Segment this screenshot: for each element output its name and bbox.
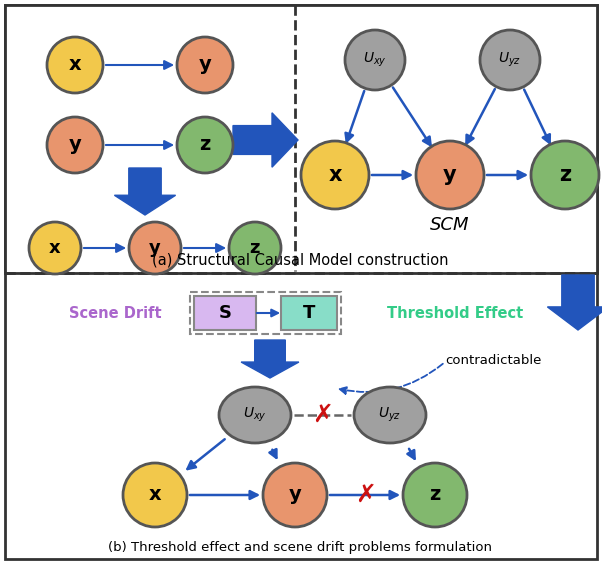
Text: z: z <box>559 165 571 185</box>
Polygon shape <box>114 168 176 215</box>
Text: $U_{xy}$: $U_{xy}$ <box>243 406 267 424</box>
FancyArrowPatch shape <box>184 244 224 252</box>
FancyArrowPatch shape <box>106 141 172 149</box>
Text: T: T <box>303 304 315 322</box>
Ellipse shape <box>345 30 405 90</box>
Ellipse shape <box>47 117 103 173</box>
Text: $U_{yz}$: $U_{yz}$ <box>379 406 402 424</box>
FancyArrowPatch shape <box>187 439 225 469</box>
Text: $U_{xy}$: $U_{xy}$ <box>363 51 387 69</box>
Ellipse shape <box>301 141 369 209</box>
Text: x: x <box>49 239 61 257</box>
FancyArrowPatch shape <box>330 491 397 499</box>
Text: z: z <box>199 135 211 155</box>
Ellipse shape <box>416 141 484 209</box>
Ellipse shape <box>531 141 599 209</box>
FancyArrowPatch shape <box>372 171 411 179</box>
Text: y: y <box>149 239 161 257</box>
FancyBboxPatch shape <box>5 5 597 273</box>
FancyArrowPatch shape <box>270 449 276 458</box>
Ellipse shape <box>29 222 81 274</box>
Ellipse shape <box>229 222 281 274</box>
Ellipse shape <box>177 37 233 93</box>
FancyBboxPatch shape <box>5 5 597 559</box>
FancyArrowPatch shape <box>408 449 415 459</box>
Text: y: y <box>199 55 211 74</box>
Ellipse shape <box>263 463 327 527</box>
FancyArrowPatch shape <box>84 244 124 252</box>
Text: (a) Structural Causal Model construction: (a) Structural Causal Model construction <box>152 253 448 267</box>
Ellipse shape <box>403 463 467 527</box>
Text: y: y <box>443 165 457 185</box>
FancyArrowPatch shape <box>106 61 172 69</box>
Text: x: x <box>328 165 342 185</box>
Text: $U_{yz}$: $U_{yz}$ <box>498 51 521 69</box>
Text: (b) Threshold effect and scene drift problems formulation: (b) Threshold effect and scene drift pro… <box>108 541 492 554</box>
Text: S: S <box>219 304 232 322</box>
FancyArrowPatch shape <box>467 89 495 143</box>
Polygon shape <box>241 340 299 378</box>
Text: Scene Drift: Scene Drift <box>69 306 161 320</box>
Text: y: y <box>69 135 81 155</box>
FancyArrowPatch shape <box>393 87 430 145</box>
FancyBboxPatch shape <box>281 296 337 330</box>
Ellipse shape <box>480 30 540 90</box>
Text: contradictable: contradictable <box>445 354 541 367</box>
Polygon shape <box>233 113 298 167</box>
Ellipse shape <box>129 222 181 274</box>
Text: x: x <box>69 55 81 74</box>
Ellipse shape <box>354 387 426 443</box>
Text: z: z <box>429 486 441 505</box>
Text: ✗: ✗ <box>312 403 334 427</box>
Ellipse shape <box>177 117 233 173</box>
Text: y: y <box>288 486 302 505</box>
Ellipse shape <box>47 37 103 93</box>
FancyArrowPatch shape <box>346 91 364 142</box>
FancyArrowPatch shape <box>487 171 526 179</box>
Text: z: z <box>250 239 260 257</box>
Text: ✗: ✗ <box>356 483 376 507</box>
FancyArrowPatch shape <box>524 90 550 143</box>
Text: SCM: SCM <box>430 216 470 234</box>
Text: Threshold Effect: Threshold Effect <box>387 306 523 320</box>
Ellipse shape <box>219 387 291 443</box>
Text: x: x <box>149 486 161 505</box>
FancyArrowPatch shape <box>190 491 258 499</box>
Ellipse shape <box>123 463 187 527</box>
FancyBboxPatch shape <box>194 296 256 330</box>
Polygon shape <box>547 275 602 330</box>
